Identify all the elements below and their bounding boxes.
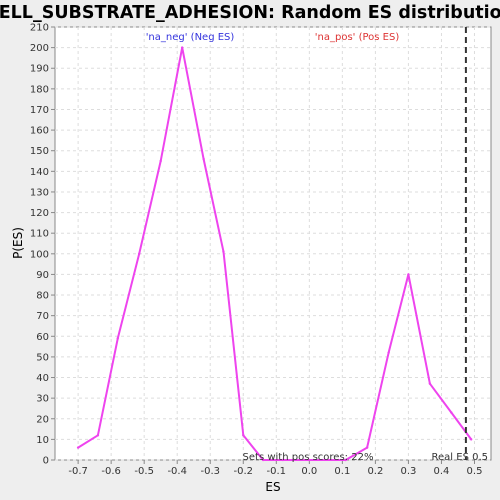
data-point (387, 351, 390, 354)
data-point (407, 273, 410, 276)
data-point (428, 382, 432, 385)
x-tick-label: 0.1 (334, 466, 350, 477)
y-tick-label: 20 (36, 414, 49, 425)
y-tick-label: 50 (36, 352, 49, 363)
data-point (96, 434, 100, 437)
y-tick-label: 0 (43, 456, 49, 467)
y-tick-label: 100 (30, 249, 49, 260)
y-tick-label: 30 (36, 394, 49, 405)
pos-es-label: 'na_pos' (Pos ES) (315, 32, 400, 43)
x-tick-label: -0.2 (234, 466, 254, 477)
x-tick-label: -0.1 (267, 466, 287, 477)
data-point (116, 337, 119, 340)
x-tick-label: 0.5 (467, 466, 483, 477)
y-tick-label: 110 (30, 229, 49, 240)
y-tick-label: 70 (36, 311, 49, 322)
data-point (76, 446, 80, 449)
plot-area (54, 26, 492, 461)
data-point (242, 434, 245, 437)
data-point (138, 252, 141, 256)
data-point (344, 458, 347, 462)
x-tick-label: -0.5 (134, 466, 154, 477)
grid-lines (55, 26, 491, 461)
x-tick-label: 0.2 (367, 466, 383, 477)
data-point (222, 250, 225, 253)
series-points (76, 46, 473, 462)
y-tick-label: 160 (30, 126, 49, 137)
real-es-label: Real ES 0.5 (432, 452, 488, 463)
neg-es-label: 'na_neg' (Neg ES) (146, 32, 235, 43)
y-tick-label: 60 (36, 332, 49, 343)
y-tick-label: 10 (36, 435, 49, 446)
y-tick-label: 90 (36, 270, 49, 281)
y-tick-label: 130 (30, 187, 49, 198)
x-tick-label: 0.3 (400, 466, 416, 477)
y-tick-label: 170 (30, 105, 49, 116)
y-tick-label: 180 (30, 84, 49, 95)
y-tick-label: 190 (30, 64, 49, 75)
x-axis-label: ES (265, 480, 280, 494)
chart-title: CELL_SUBSTRATE_ADHESION: Random ES distr… (0, 3, 500, 23)
pos-scores-annotation: Sets with pos scores: 22% (243, 452, 374, 463)
data-point (281, 458, 285, 462)
x-tick-label: -0.3 (200, 466, 220, 477)
y-tick-label: 210 (30, 23, 49, 34)
data-point (450, 411, 453, 414)
data-point (365, 446, 369, 449)
x-tick-label: 0.4 (434, 466, 450, 477)
x-tick-label: -0.4 (167, 466, 187, 477)
y-tick-label: 80 (36, 291, 49, 302)
y-tick-label: 200 (30, 43, 49, 54)
x-tick-label: 0.0 (301, 466, 317, 477)
x-tick-label: -0.6 (101, 466, 121, 477)
y-axis-label: P(ES) (11, 227, 25, 259)
y-tick-label: 140 (30, 167, 49, 178)
data-point (159, 159, 162, 163)
y-tick-label: 150 (30, 146, 49, 157)
data-point (180, 46, 184, 49)
data-point (308, 458, 311, 462)
y-axis: 0 10 20 30 40 50 60 70 80 90 100 110 120 130 140 150 160… (30, 23, 55, 467)
data-point (469, 438, 473, 441)
y-tick-label: 40 (36, 373, 49, 384)
data-point (202, 157, 205, 161)
x-axis: -0.7 -0.6 -0.5 -0.4 -0.3 -0.2 -0.1 0.0 0.1 0.2 0.3… (68, 460, 482, 477)
x-tick-label: -0.7 (68, 466, 88, 477)
y-tick-label: 120 (30, 208, 49, 219)
data-point (261, 458, 265, 462)
